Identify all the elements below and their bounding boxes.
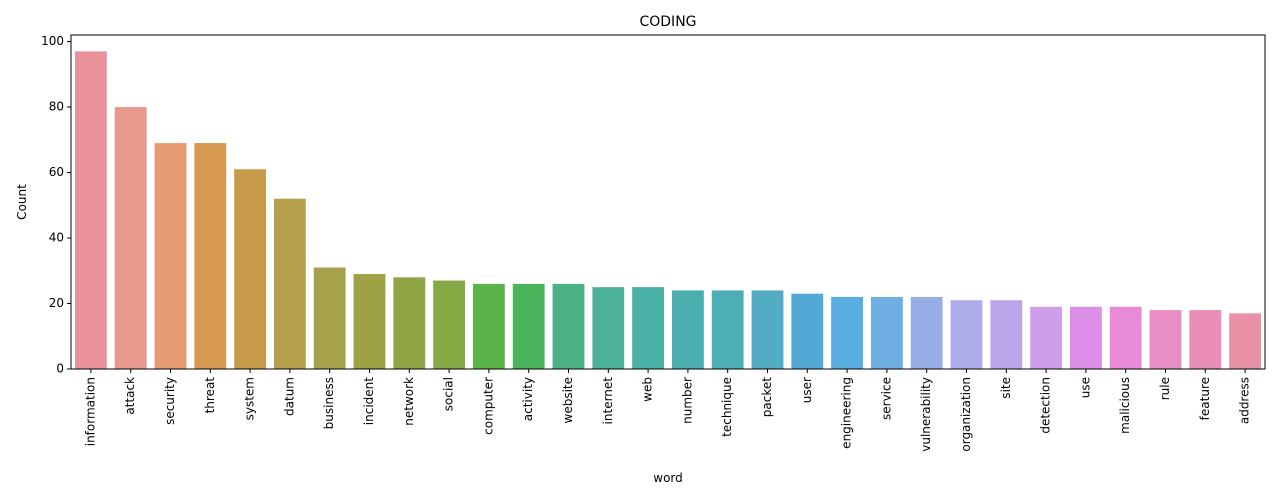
plot-frame	[70, 34, 1266, 370]
x-tick-label: malicious	[1118, 377, 1132, 434]
x-tick-label: network	[402, 377, 416, 426]
bar-security	[154, 143, 187, 369]
y-axis-ticks: 0 20 40 60 80 100	[41, 34, 71, 376]
x-tick-label: technique	[720, 377, 734, 437]
x-tick-label: website	[561, 377, 575, 424]
y-tick-label: 20	[49, 296, 64, 310]
bar-datum	[273, 198, 306, 369]
chart-title: CODING	[639, 14, 696, 30]
x-tick-label: social	[442, 377, 456, 411]
bar-network	[393, 277, 426, 369]
bar-service	[870, 296, 903, 369]
y-tick-label: 100	[41, 34, 64, 48]
bar-incident	[353, 274, 386, 369]
bar-user	[791, 293, 824, 369]
bar-packet	[751, 290, 784, 369]
x-tick-label: feature	[1198, 377, 1212, 420]
y-tick-label: 80	[49, 100, 64, 114]
x-tick-label: service	[879, 377, 893, 420]
x-tick-label: internet	[601, 377, 615, 425]
x-tick-label: information	[83, 377, 97, 446]
bar-malicious	[1109, 306, 1142, 369]
bar-technique	[711, 290, 744, 369]
bar-system	[234, 169, 267, 369]
x-tick-label: site	[999, 377, 1013, 399]
y-tick-label: 40	[49, 231, 64, 245]
bar-threat	[194, 143, 227, 369]
bar-social	[433, 280, 466, 369]
x-tick-label: incident	[362, 377, 376, 425]
x-axis-ticks: information attack security threat system dat…	[83, 369, 1252, 452]
bar-activity	[512, 283, 545, 369]
x-tick-label: threat	[203, 377, 217, 414]
x-tick-label: activity	[521, 377, 535, 421]
x-tick-label: packet	[760, 377, 774, 417]
y-tick-label: 0	[56, 362, 64, 376]
x-tick-label: attack	[123, 377, 137, 415]
bar-attack	[114, 107, 147, 369]
x-tick-label: business	[322, 377, 336, 429]
bar-engineering	[831, 296, 864, 369]
x-tick-label: address	[1238, 377, 1252, 424]
bar-site	[990, 300, 1023, 369]
bar-computer	[472, 283, 505, 369]
x-tick-label: organization	[959, 377, 973, 452]
x-tick-label: user	[800, 377, 814, 403]
x-tick-label: system	[243, 377, 257, 420]
x-tick-label: detection	[1039, 377, 1053, 434]
x-tick-label: use	[1078, 377, 1092, 398]
x-tick-label: engineering	[840, 377, 854, 449]
bar-business	[313, 267, 346, 369]
bar-address	[1229, 313, 1262, 369]
bars-group	[74, 51, 1262, 369]
bar-organization	[950, 300, 983, 369]
x-tick-label: vulnerability	[919, 377, 933, 452]
bar-detection	[1030, 306, 1063, 369]
x-tick-label: rule	[1158, 377, 1172, 400]
bar-feature	[1189, 310, 1222, 369]
bar-number	[671, 290, 704, 369]
bar-website	[552, 283, 585, 369]
y-tick-label: 60	[49, 165, 64, 179]
bar-vulnerability	[910, 296, 943, 369]
bar-information	[74, 51, 107, 369]
bar-rule	[1149, 310, 1182, 369]
bar-web	[632, 287, 665, 369]
x-axis-title: word	[653, 471, 683, 485]
x-tick-label: web	[641, 377, 655, 402]
x-tick-label: number	[680, 377, 694, 424]
y-axis-title: Count	[15, 184, 29, 220]
bar-internet	[592, 287, 625, 369]
bar-use	[1069, 306, 1102, 369]
x-tick-label: security	[163, 377, 177, 425]
x-tick-label: computer	[481, 377, 495, 435]
x-tick-label: datum	[282, 377, 296, 416]
